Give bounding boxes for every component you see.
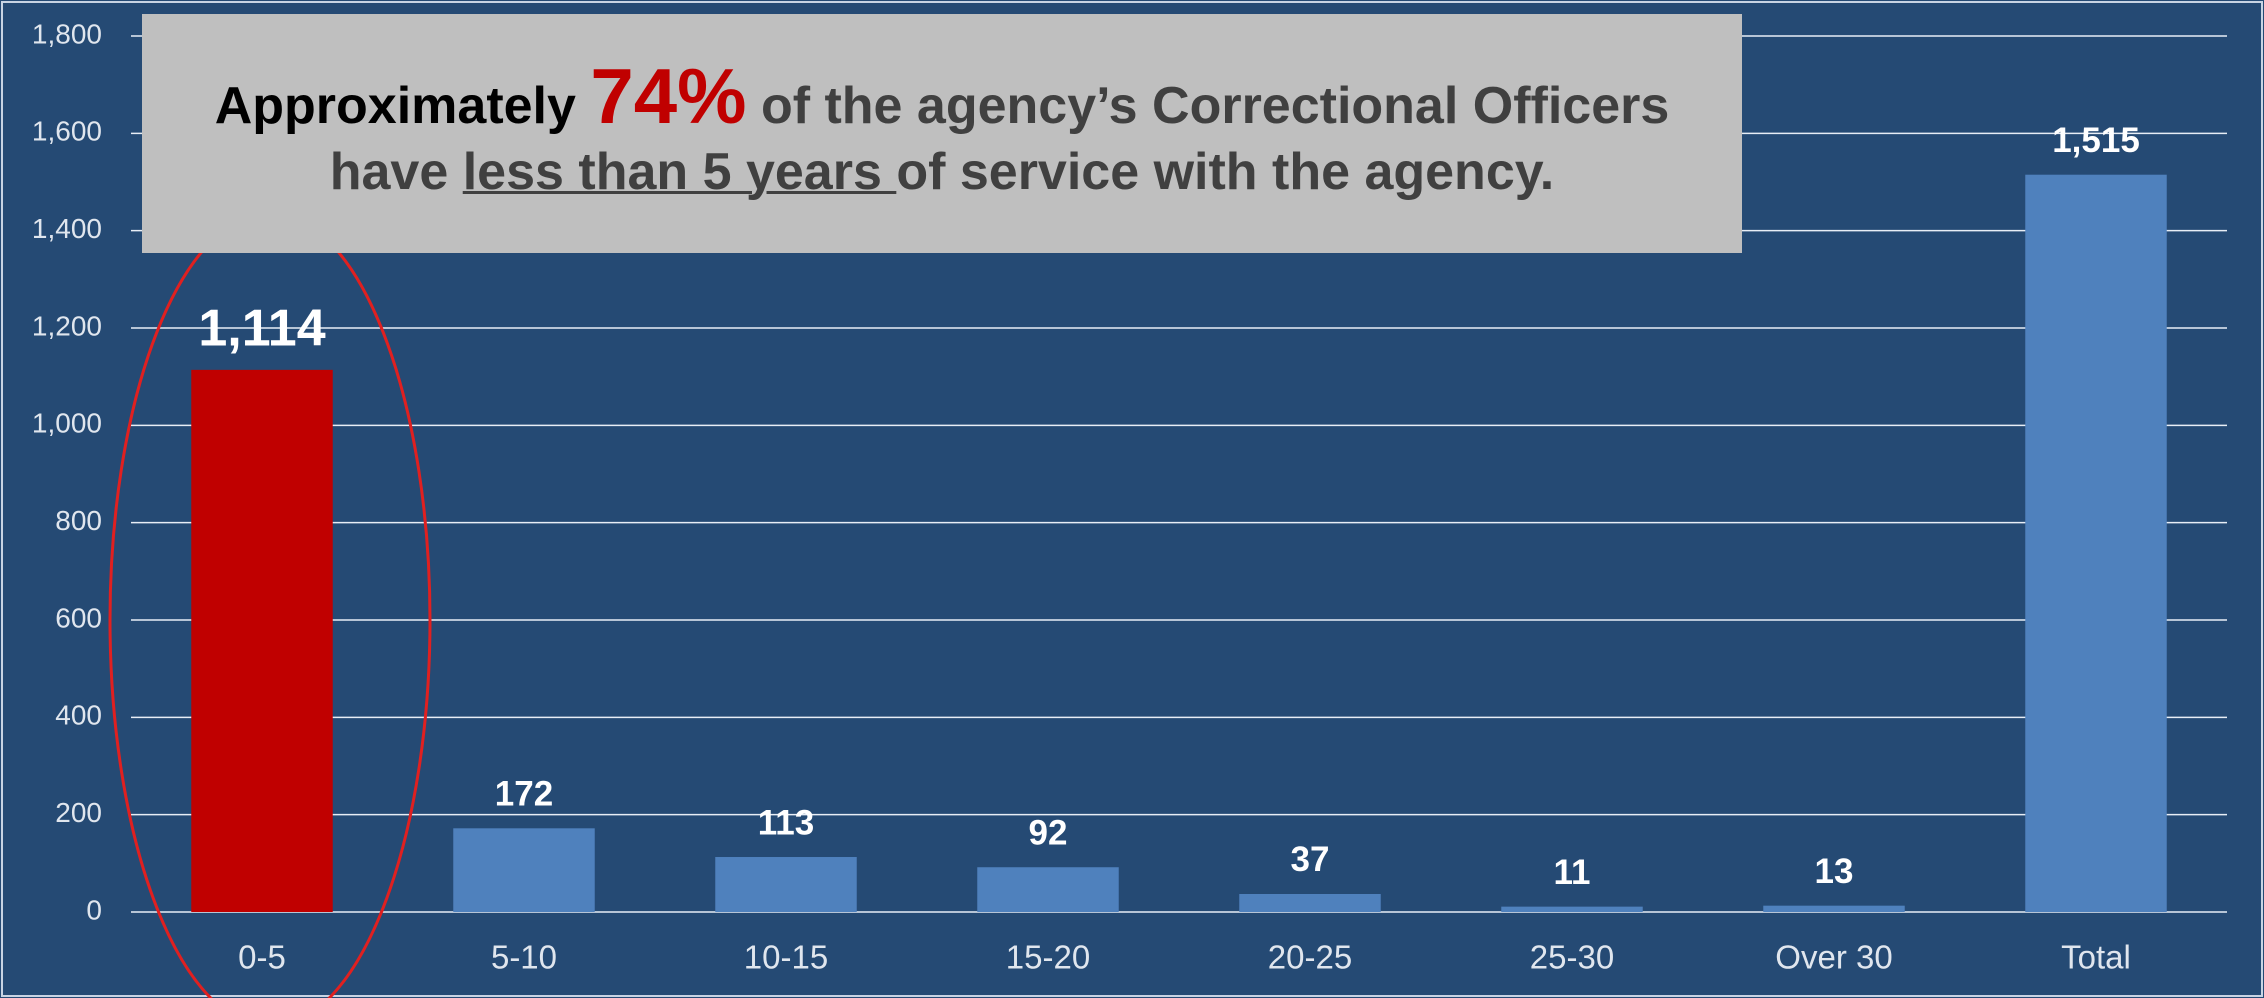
bar — [977, 867, 1119, 912]
value-label: 11 — [1554, 853, 1591, 892]
x-tick-label: 15-20 — [1006, 939, 1090, 976]
value-label: 13 — [1815, 852, 1854, 891]
callout-part: Approximately — [214, 76, 591, 135]
callout-part: 74% — [590, 51, 747, 140]
value-label: 172 — [495, 775, 553, 814]
y-tick-label: 1,200 — [32, 310, 102, 341]
bar — [1763, 905, 1905, 912]
x-tick-label: 5-10 — [491, 939, 557, 976]
callout-text: Approximately 74% of the agency’s Correc… — [182, 57, 1702, 205]
callout-part: of the agency’s Correctional Officers ha… — [329, 76, 1684, 201]
y-tick-label: 1,600 — [32, 116, 102, 147]
value-label: 1,114 — [198, 300, 325, 358]
x-tick-label: Over 30 — [1775, 939, 1892, 976]
y-tick-label: 0 — [86, 894, 102, 925]
x-tick-label: Total — [2061, 939, 2131, 976]
y-tick-label: 800 — [55, 505, 102, 536]
y-tick-label: 1,400 — [32, 213, 102, 244]
bar — [1501, 906, 1643, 912]
x-tick-label: 10-15 — [744, 939, 828, 976]
bar — [2025, 174, 2167, 912]
y-tick-label: 1,000 — [32, 408, 102, 439]
x-tick-label: 25-30 — [1530, 939, 1614, 976]
value-label: 1,515 — [2052, 121, 2140, 160]
value-label: 37 — [1291, 840, 1330, 879]
bar — [1239, 893, 1381, 912]
bar — [715, 857, 857, 912]
callout-part: less than 5 years — [462, 142, 897, 201]
callout-part: of service with the agency. — [896, 142, 1555, 201]
x-tick-label: 0-5 — [238, 939, 286, 976]
y-tick-label: 600 — [55, 602, 102, 633]
y-tick-label: 200 — [55, 797, 102, 828]
y-tick-label: 1,800 — [32, 18, 102, 49]
y-tick-label: 400 — [55, 700, 102, 731]
value-label: 92 — [1029, 813, 1068, 852]
x-tick-label: 20-25 — [1268, 939, 1352, 976]
bar — [453, 828, 595, 912]
callout-box: Approximately 74% of the agency’s Correc… — [142, 14, 1742, 253]
value-label: 113 — [758, 803, 814, 842]
bar — [191, 369, 333, 912]
